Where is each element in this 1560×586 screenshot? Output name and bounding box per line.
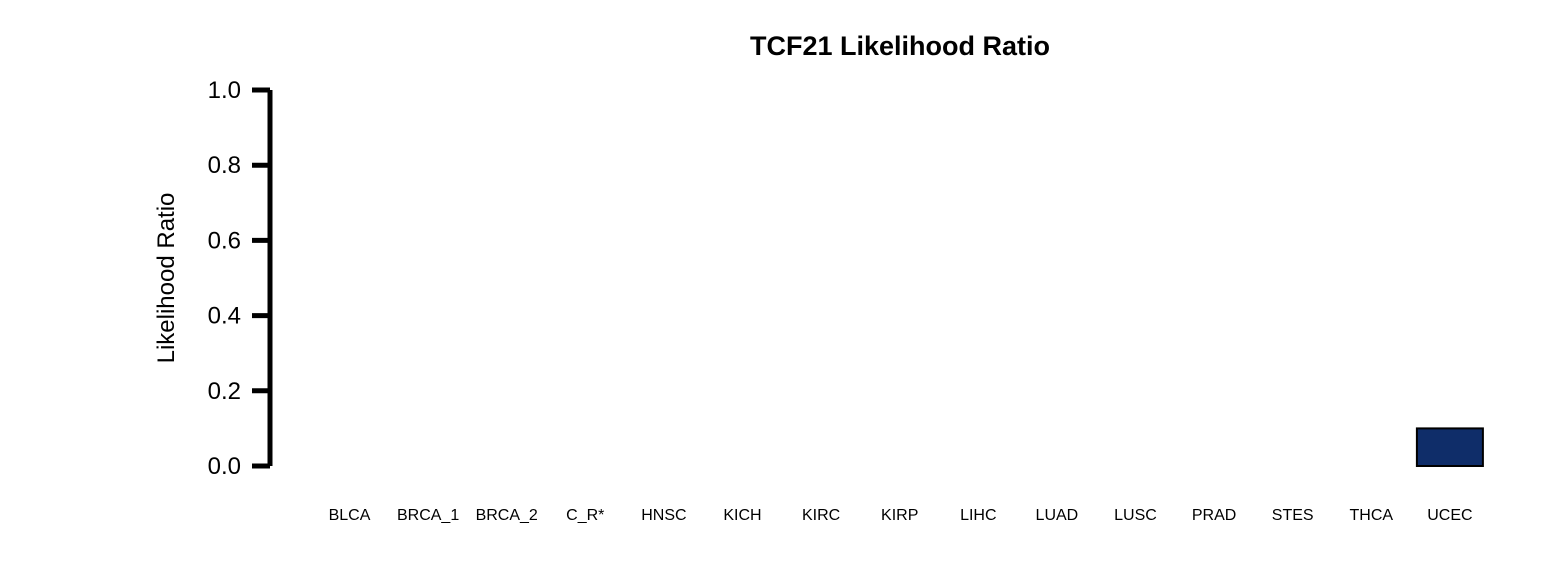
x-tick-label: HNSC [641, 507, 686, 524]
bars [1415, 427, 1484, 467]
x-tick-label: PRAD [1192, 507, 1236, 524]
x-axis-tick-labels: BLCA BRCA_1 BRCA_2 C_R* HNSC KICH KIRC KIRP LIHC… [329, 507, 1473, 524]
x-tick-label: KIRP [881, 507, 918, 524]
bar-ucec [1415, 427, 1484, 467]
x-tick-label: STES [1272, 507, 1314, 524]
x-tick-label: KICH [723, 507, 761, 524]
x-tick-label: KIRC [802, 507, 840, 524]
x-tick-label: LIHC [960, 507, 996, 524]
y-axis-ticks: 0.0 0.2 0.4 0.6 0.8 1.0 [208, 77, 270, 480]
x-tick-label: UCEC [1427, 507, 1472, 524]
y-tick-label: 0.6 [208, 227, 241, 254]
x-tick-label: BRCA_2 [476, 507, 538, 524]
y-tick-label: 0.4 [208, 303, 241, 330]
x-tick-label: BRCA_1 [397, 507, 459, 524]
y-tick-label: 0.0 [208, 453, 241, 480]
x-tick-label: LUAD [1036, 507, 1079, 524]
y-tick-label: 0.2 [208, 378, 241, 405]
x-tick-label: C_R* [566, 507, 604, 524]
x-tick-label: LUSC [1114, 507, 1157, 524]
x-tick-label: BLCA [329, 507, 371, 524]
x-tick-label: THCA [1350, 507, 1394, 524]
chart-title: TCF21 Likelihood Ratio [750, 31, 1050, 61]
y-axis-label: Likelihood Ratio [153, 193, 180, 364]
y-tick-label: 0.8 [208, 152, 241, 179]
y-tick-label: 1.0 [208, 77, 241, 104]
